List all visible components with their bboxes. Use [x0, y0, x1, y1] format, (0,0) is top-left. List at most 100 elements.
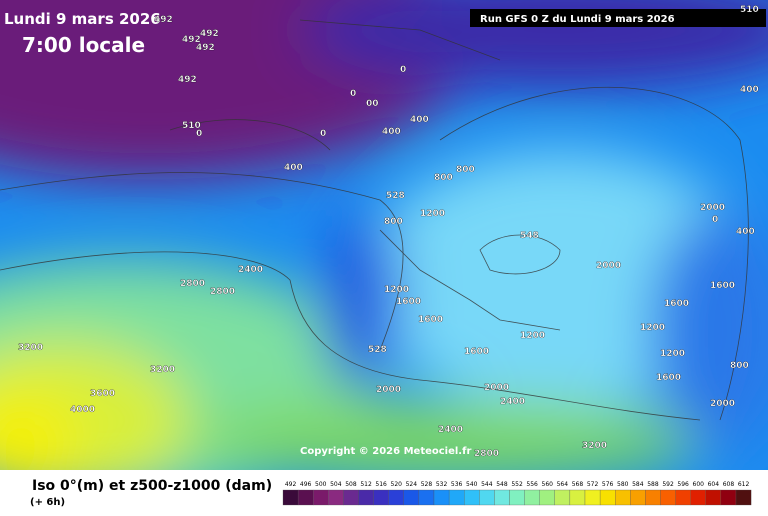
contour-label: 1600	[464, 347, 489, 357]
scale-swatch	[720, 489, 737, 506]
contour-label: 400	[410, 115, 429, 125]
scale-label: 568	[572, 481, 584, 488]
contour-label: 2400	[438, 425, 463, 435]
scale-label: 572	[587, 481, 599, 488]
contour-label: 400	[284, 163, 303, 173]
scale-swatch	[448, 489, 465, 506]
run-box	[470, 9, 766, 27]
contour-label: 0	[350, 89, 356, 99]
contour-label: 1200	[660, 349, 685, 359]
scale-swatch	[524, 489, 540, 506]
scale-label: 576	[602, 481, 614, 488]
contour-label: 492	[196, 43, 215, 53]
contour-label: 0	[400, 65, 406, 75]
contour-label: 2800	[474, 449, 499, 459]
scale-swatch	[645, 489, 661, 506]
scale-label: 580	[617, 481, 629, 488]
scale-label: 504	[330, 481, 342, 488]
contour-label: 2800	[180, 279, 205, 289]
map-field	[0, 0, 768, 470]
contour-label: 400	[382, 127, 401, 137]
scale-label: 516	[375, 481, 387, 488]
scale-label: 496	[300, 481, 312, 488]
scale-swatch	[494, 489, 510, 506]
contour-label: 800	[730, 361, 749, 371]
date: Lundi 9 mars 2026	[4, 10, 161, 28]
scale-label: 604	[708, 481, 720, 488]
contour-label: 1600	[396, 297, 421, 307]
scale-label: 560	[542, 481, 554, 488]
contour-label: 492	[200, 29, 219, 39]
contour-label: 2000	[710, 399, 735, 409]
contour-label: 510	[740, 5, 759, 15]
scale-swatch	[584, 489, 601, 506]
scale-label: 556	[526, 481, 538, 488]
contour-label: 1200	[520, 331, 545, 341]
scale-label: 508	[345, 481, 357, 488]
scale-label: 532	[436, 481, 448, 488]
contour-label: 492	[154, 15, 173, 25]
scale-label: 612	[738, 481, 750, 488]
contour-label: 548	[520, 231, 539, 241]
contour-label: 528	[386, 191, 405, 201]
scale-label: 552	[511, 481, 523, 488]
contour-label: 2000	[596, 261, 621, 271]
scale-swatch	[313, 489, 329, 506]
contour-label: 1600	[656, 373, 681, 383]
contour-label: 1600	[418, 315, 443, 325]
contour-label: 3200	[582, 441, 607, 451]
contour-label: 800	[384, 217, 403, 227]
scale-swatch	[388, 489, 404, 506]
time: 7:00 locale	[22, 33, 145, 57]
scale-swatch	[358, 489, 374, 506]
scale-label: 524	[406, 481, 418, 488]
scale-label: 588	[647, 481, 659, 488]
contour-label: 3600	[90, 389, 115, 399]
scale-swatch	[735, 489, 752, 506]
scale-swatch	[297, 489, 314, 506]
contour-label: 400	[736, 227, 755, 237]
contour-label: 2000	[484, 383, 509, 393]
contour-label: 1200	[384, 285, 409, 295]
scale-swatch	[464, 489, 480, 506]
contour-label: 00	[366, 99, 379, 109]
scale-swatch	[509, 489, 525, 506]
scale-swatch	[705, 489, 722, 506]
copyright: Copyright © 2026 Meteociel.fr	[300, 446, 471, 457]
contour-label: 800	[456, 165, 475, 175]
scale-label: 608	[723, 481, 735, 488]
scale-label: 520	[391, 481, 403, 488]
scale-label: 564	[557, 481, 569, 488]
scale-label: 528	[421, 481, 433, 488]
scale-swatch	[479, 489, 495, 506]
scale-label: 536	[451, 481, 463, 488]
contour-label: 492	[182, 35, 201, 45]
scale-label: 592	[662, 481, 674, 488]
scale-swatch	[675, 489, 691, 506]
scale-label: 596	[677, 481, 689, 488]
scale-label: 544	[481, 481, 493, 488]
contour-label: 3200	[150, 365, 175, 375]
scale-swatch	[373, 489, 389, 506]
scale-swatch	[328, 489, 344, 506]
scale-label: 512	[360, 481, 372, 488]
scale-swatch	[554, 489, 571, 506]
contour-label: 528	[368, 345, 387, 355]
scale-label: 492	[285, 481, 297, 488]
scale-label: 600	[693, 481, 705, 488]
contour-label: 1200	[420, 209, 445, 219]
scale-swatch	[433, 489, 450, 506]
scale-label: 584	[632, 481, 644, 488]
contour-label: 800	[434, 173, 453, 183]
contour-label: 0	[712, 215, 718, 225]
contour-label: 2000	[376, 385, 401, 395]
scale-label: 548	[496, 481, 508, 488]
contour-label: 2000	[700, 203, 725, 213]
contour-label: 1600	[664, 299, 689, 309]
scale-swatch	[599, 489, 616, 506]
scale-swatch	[690, 489, 706, 506]
contour-label: 3200	[18, 343, 43, 353]
footer-step: (+ 6h)	[30, 497, 65, 508]
